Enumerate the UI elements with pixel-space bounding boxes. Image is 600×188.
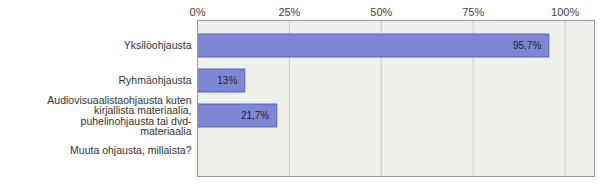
svg-text:Yksilöohjausta: Yksilöohjausta	[124, 39, 192, 51]
svg-text:50%: 50%	[370, 6, 392, 18]
svg-text:21,7%: 21,7%	[241, 110, 269, 121]
svg-text:100%: 100%	[551, 6, 579, 18]
svg-text:0%: 0%	[190, 6, 206, 18]
svg-text:75%: 75%	[462, 6, 484, 18]
svg-text:95,7%: 95,7%	[513, 40, 541, 51]
svg-text:25%: 25%	[278, 6, 300, 18]
svg-text:Audiovisuaalistaohjausta kuten: Audiovisuaalistaohjausta kutenkirjallist…	[47, 94, 192, 138]
svg-text:13%: 13%	[217, 75, 237, 86]
svg-text:Muuta ohjausta, millaista?: Muuta ohjausta, millaista?	[70, 144, 192, 156]
svg-text:Ryhmäohjausta: Ryhmäohjausta	[119, 74, 192, 86]
